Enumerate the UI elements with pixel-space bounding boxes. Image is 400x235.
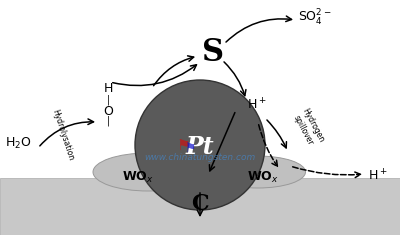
Text: O: O	[103, 105, 113, 118]
Text: Pt: Pt	[186, 135, 214, 159]
Text: Hydrolysation: Hydrolysation	[50, 108, 76, 162]
Bar	[0, 178, 400, 235]
Text: WO$_x$: WO$_x$	[247, 169, 279, 184]
Text: ⚑: ⚑	[176, 137, 190, 153]
Text: H$^+$: H$^+$	[247, 97, 267, 113]
Text: |: |	[106, 95, 110, 105]
Text: H: H	[103, 82, 113, 94]
Text: S: S	[202, 36, 224, 67]
Ellipse shape	[210, 156, 306, 188]
Text: Hydrogen
spillover: Hydrogen spillover	[291, 107, 325, 149]
Text: |: |	[106, 116, 110, 126]
Text: C: C	[191, 193, 209, 215]
Text: ⚑: ⚑	[185, 141, 197, 154]
Text: WO$_x$: WO$_x$	[122, 169, 154, 184]
Ellipse shape	[93, 153, 203, 191]
Text: H$^+$: H$^+$	[368, 168, 388, 184]
Text: SO$_4^{2-}$: SO$_4^{2-}$	[298, 8, 332, 28]
Circle shape	[135, 80, 265, 210]
Text: H$_2$O: H$_2$O	[5, 135, 31, 151]
Text: www.chinatungsten.com: www.chinatungsten.com	[144, 153, 256, 162]
